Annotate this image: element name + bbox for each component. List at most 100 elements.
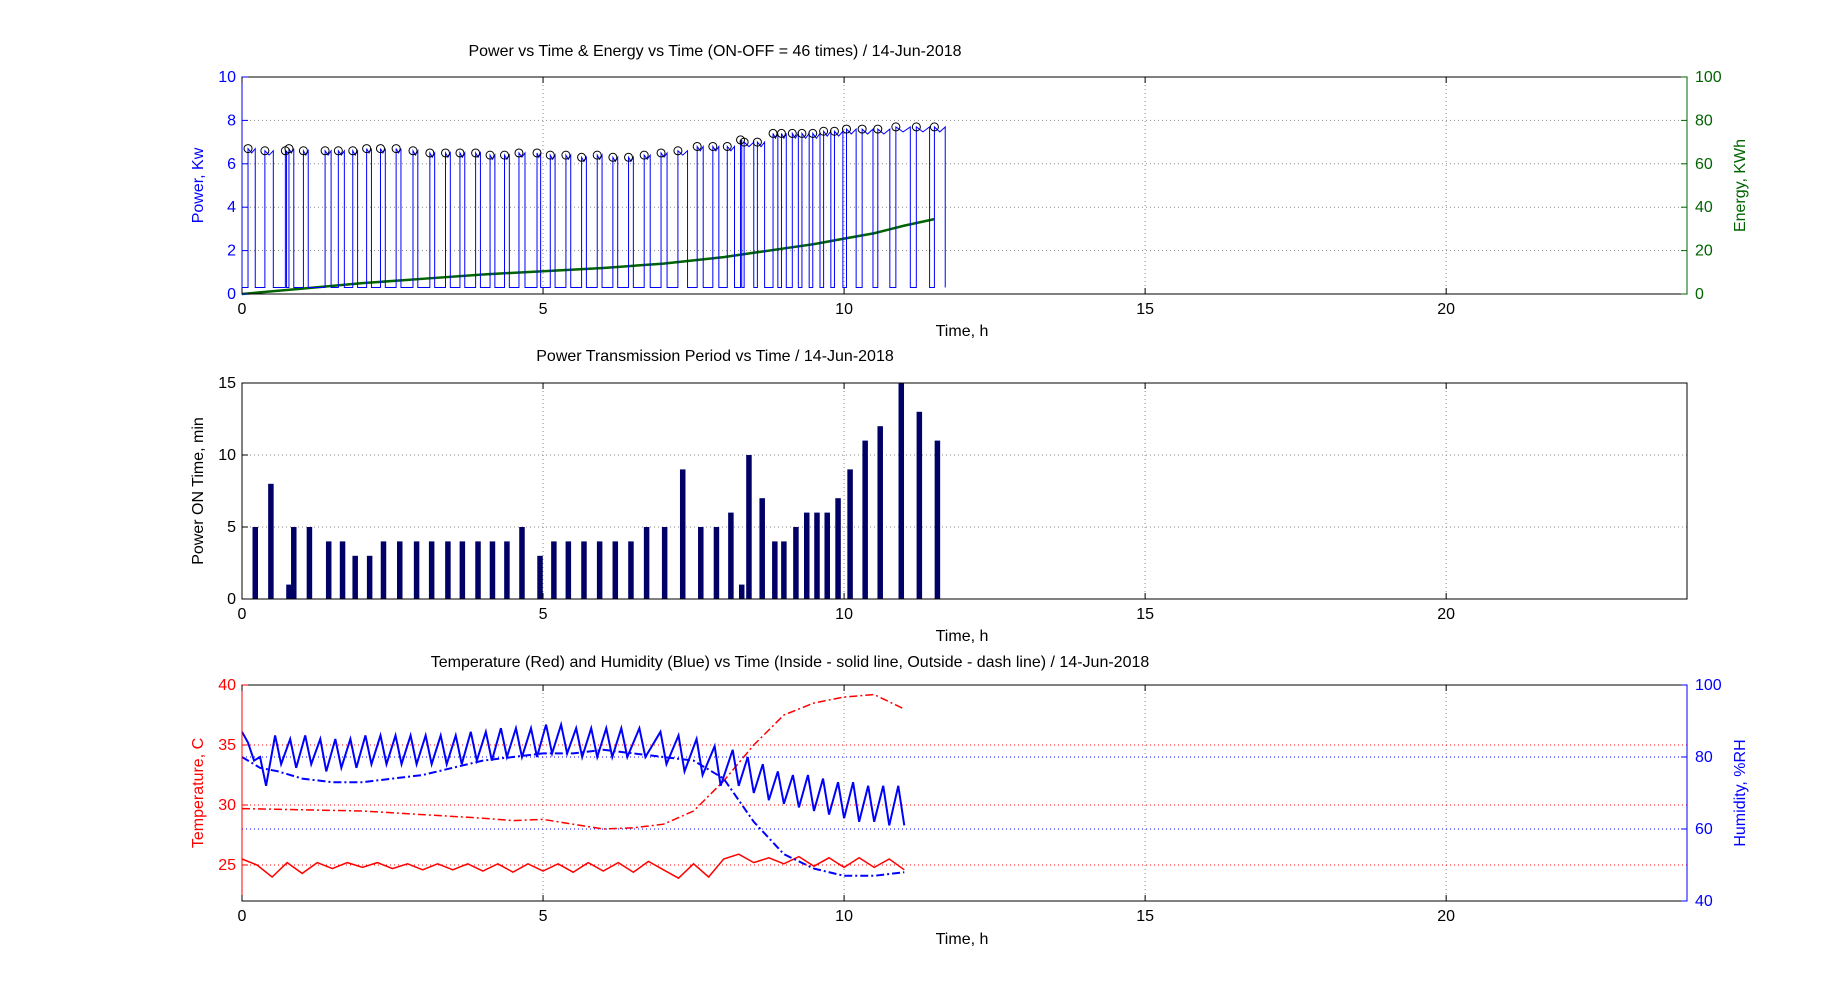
power-peak-marker (500, 150, 510, 160)
bar (728, 512, 734, 599)
bar (612, 541, 619, 599)
x-tick-label: 0 (238, 301, 247, 318)
bar (746, 455, 752, 599)
y-tick-label: 25 (218, 857, 236, 874)
bar (661, 527, 668, 599)
y-tick-label: 30 (218, 797, 236, 814)
power-peak-marker (441, 148, 451, 158)
power-peak-marker (692, 141, 702, 151)
bar (643, 527, 650, 599)
x-tick-label: 0 (238, 606, 247, 623)
bar (862, 440, 868, 599)
power-peak-marker (873, 124, 883, 134)
bar (804, 512, 810, 599)
y-tick-label: 8 (227, 112, 236, 129)
right-y-axis: 0 20 40 60 80 100 (1681, 69, 1722, 303)
bar (489, 541, 496, 599)
bar (459, 541, 466, 599)
bar (268, 483, 274, 599)
x-tick-label: 5 (539, 301, 548, 318)
power-peak-marker (485, 150, 495, 160)
power-peak-marker (471, 148, 481, 158)
y-tick-label: 6 (227, 156, 236, 173)
power-peak-marker (808, 128, 818, 138)
bar (286, 584, 292, 599)
power-peak-marker (819, 126, 829, 136)
bar (916, 411, 923, 599)
bar (847, 469, 853, 599)
y-tick-label: 80 (1695, 749, 1713, 766)
bar (772, 541, 778, 599)
power-line-layer (242, 125, 946, 288)
right-y-axis-label: Humidity, %RH (1732, 739, 1749, 846)
chart-title: Power vs Time & Energy vs Time (ON-OFF =… (468, 43, 961, 60)
y-tick-label: 0 (227, 591, 236, 608)
y-tick-label: 80 (1695, 112, 1713, 129)
x-tick-label: 0 (238, 908, 247, 925)
right-y-axis: 40 60 80 100 (1681, 677, 1722, 910)
bar (352, 555, 358, 599)
bar (537, 555, 543, 599)
power-peak-marker (284, 144, 294, 154)
left-y-axis: 0 2 4 6 8 10 (218, 69, 248, 303)
left-y-axis: 25 30 35 40 (218, 677, 248, 901)
bar (413, 541, 420, 599)
power-energy-panel: Power vs Time & Energy vs Time (ON-OFF =… (190, 43, 1749, 340)
bar (291, 527, 297, 599)
y-axis: 0 5 10 15 (218, 375, 248, 608)
x-axis-label: Time, h (936, 931, 989, 948)
power-peak-marker (797, 128, 807, 138)
power-peak-marker (656, 148, 666, 158)
humidity-outside-line (241, 748, 905, 877)
x-tick-label: 10 (835, 606, 853, 623)
bar (877, 426, 883, 599)
chart-title: Power Transmission Period vs Time / 14-J… (536, 348, 894, 365)
humidity-inside-line (241, 720, 906, 826)
bar (759, 498, 765, 599)
y-tick-label: 35 (218, 737, 236, 754)
x-tick-label: 20 (1437, 908, 1455, 925)
bar (551, 541, 557, 599)
power-peak-marker (787, 128, 797, 138)
bar (380, 541, 387, 599)
bar (898, 383, 905, 599)
power-peak-marker (608, 152, 618, 162)
y-tick-label: 15 (218, 375, 236, 392)
bar (252, 527, 258, 599)
power-peak-marker (577, 152, 587, 162)
y-tick-label: 20 (1695, 243, 1713, 260)
power-peak-marker (514, 148, 524, 158)
bar (628, 541, 634, 599)
y-tick-label: 60 (1695, 156, 1713, 173)
power-peak-marker (673, 146, 683, 156)
power-peak-marker (776, 128, 786, 138)
bar (793, 527, 799, 599)
power-peak-marker (624, 152, 634, 162)
left-y-axis-label: Power, Kw (190, 147, 207, 223)
x-axis: 0 5 10 15 20 (238, 77, 1455, 318)
x-tick-label: 10 (835, 301, 853, 318)
x-axis-label: Time, h (936, 628, 989, 645)
x-tick-label: 5 (539, 606, 548, 623)
power-peak-marker (320, 146, 330, 156)
power-peak-marker (260, 146, 270, 156)
y-tick-label: 0 (1695, 286, 1704, 303)
bar (835, 498, 841, 599)
power-peak-marker (639, 150, 649, 160)
bar (475, 541, 481, 599)
power-series-line (242, 125, 946, 288)
power-peak-marker (561, 150, 571, 160)
bar (824, 512, 830, 599)
bar (934, 440, 941, 599)
power-peak-marker (348, 146, 358, 156)
power-peak-marker (391, 144, 401, 154)
bar (713, 527, 720, 599)
power-peak-marker (362, 144, 372, 154)
y-tick-label: 40 (218, 677, 236, 694)
chart-title: Temperature (Red) and Humidity (Blue) vs… (431, 654, 1150, 671)
temperature-inside-line (241, 853, 905, 880)
x-tick-label: 20 (1437, 301, 1455, 318)
power-peak-marker (425, 148, 435, 158)
plot-frame (241, 684, 1688, 902)
